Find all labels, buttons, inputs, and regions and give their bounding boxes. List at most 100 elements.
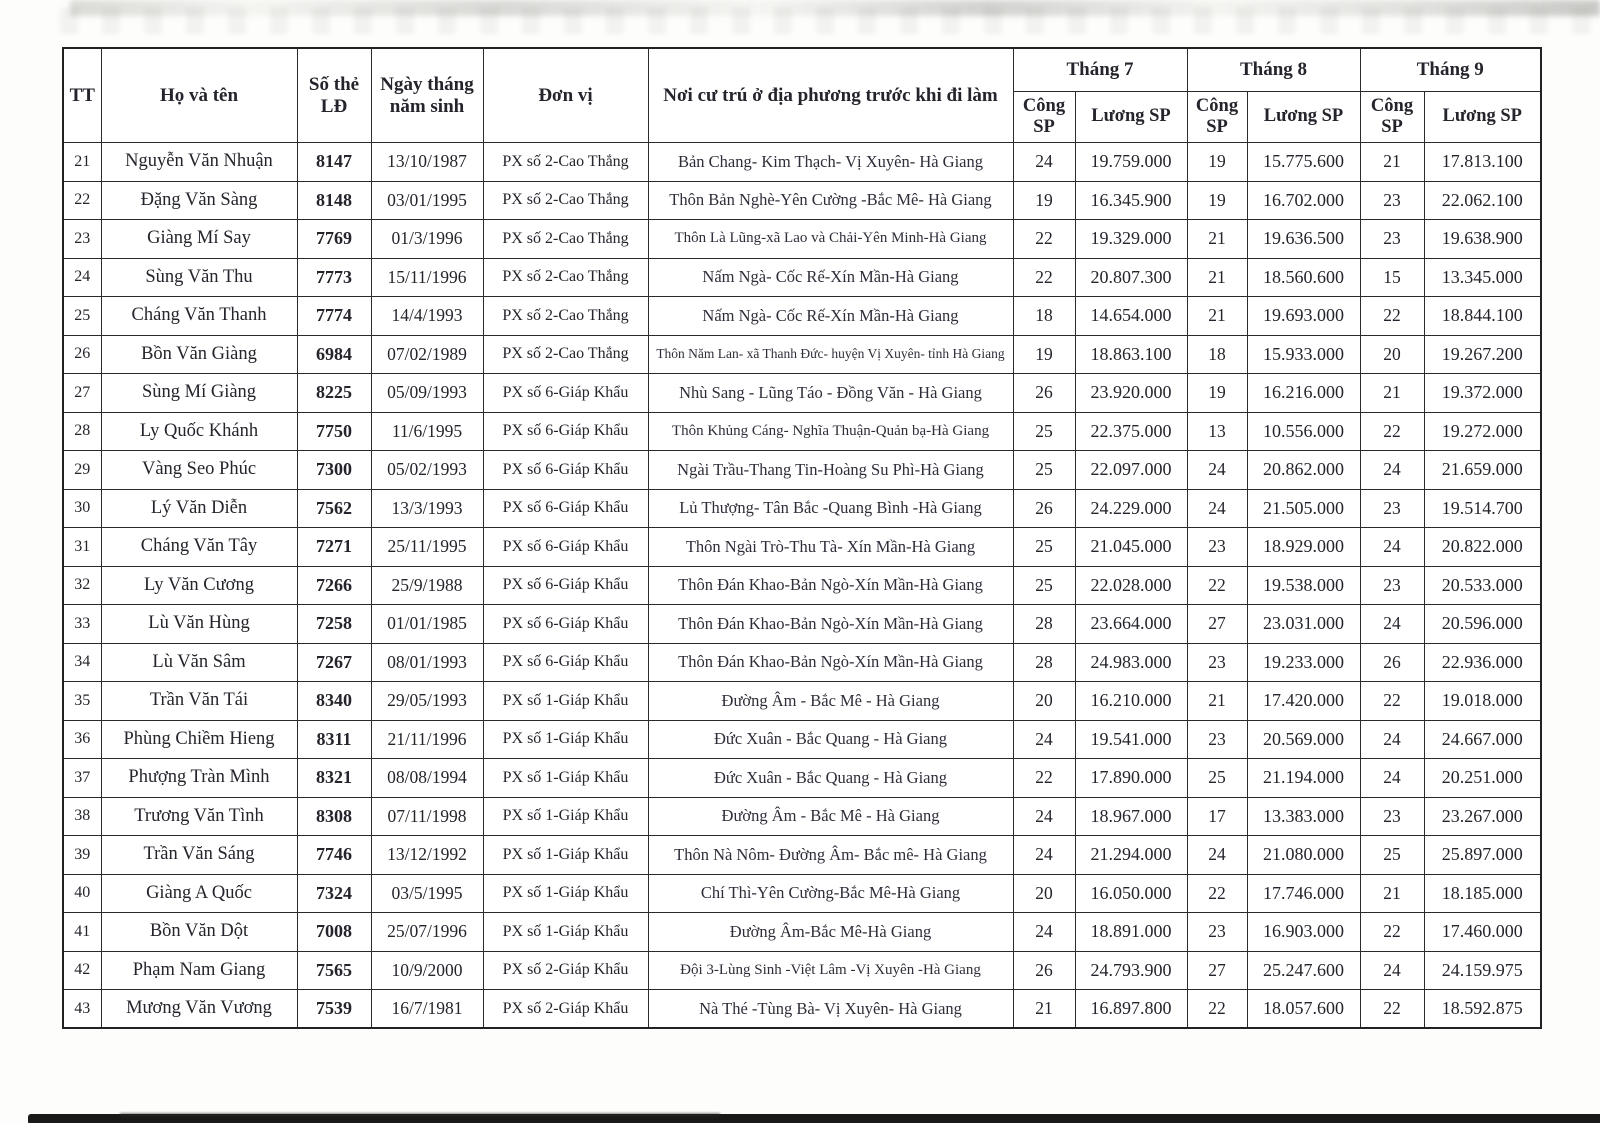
cell-month9-salary: 19.018.000 [1423, 681, 1542, 721]
cell-date-of-birth: 08/08/1994 [370, 758, 484, 798]
cell-month9-workdays: 23 [1359, 796, 1425, 836]
cell-unit: PX số 6-Giáp Khẩu [482, 450, 649, 490]
scan-smear-top [70, 0, 1600, 16]
cell-month8-salary: 13.383.000 [1246, 796, 1361, 836]
cell-month8-salary: 18.560.600 [1246, 257, 1361, 297]
cell-month7-salary: 23.664.000 [1074, 604, 1188, 644]
cell-month7-workdays: 22 [1012, 257, 1076, 297]
cell-row-number: 35 [62, 681, 102, 721]
cell-month8-workdays: 19 [1186, 142, 1248, 182]
cell-date-of-birth: 14/4/1993 [370, 296, 484, 336]
cell-residence: Thôn Khủng Cáng- Nghĩa Thuận-Quản bạ-Hà … [647, 411, 1014, 451]
header-month7: Tháng 7 [1012, 47, 1188, 92]
cell-month9-workdays: 23 [1359, 488, 1425, 528]
cell-month9-workdays: 21 [1359, 873, 1425, 913]
cell-month8-workdays: 23 [1186, 719, 1248, 759]
cell-month7-workdays: 24 [1012, 719, 1076, 759]
cell-month7-salary: 19.759.000 [1074, 142, 1188, 182]
cell-row-number: 21 [62, 142, 102, 182]
cell-row-number: 22 [62, 180, 102, 220]
cell-row-number: 41 [62, 912, 102, 952]
cell-month9-salary: 18.844.100 [1423, 296, 1542, 336]
cell-residence: Thôn Năm Lan- xã Thanh Đức- huyện Vị Xuy… [647, 334, 1014, 374]
cell-month7-salary: 24.983.000 [1074, 642, 1188, 682]
cell-month8-workdays: 22 [1186, 565, 1248, 605]
cell-full-name: Cháng Văn Tây [100, 527, 298, 567]
cell-month7-salary: 21.294.000 [1074, 835, 1188, 875]
cell-residence: Nấm Ngà- Cốc Rế-Xín Mần-Hà Giang [647, 257, 1014, 297]
cell-unit: PX số 1-Giáp Khẩu [482, 758, 649, 798]
cell-row-number: 27 [62, 373, 102, 413]
cell-month7-salary: 16.210.000 [1074, 681, 1188, 721]
cell-labor-card-number: 8308 [296, 796, 372, 836]
cell-month7-workdays: 25 [1012, 565, 1076, 605]
cell-date-of-birth: 08/01/1993 [370, 642, 484, 682]
cell-row-number: 31 [62, 527, 102, 567]
cell-labor-card-number: 7774 [296, 296, 372, 336]
cell-labor-card-number: 7562 [296, 488, 372, 528]
cell-row-number: 25 [62, 296, 102, 336]
cell-month8-salary: 10.556.000 [1246, 411, 1361, 451]
cell-month7-salary: 14.654.000 [1074, 296, 1188, 336]
cell-month7-salary: 22.097.000 [1074, 450, 1188, 490]
header-m7-cong: Công SP [1012, 91, 1076, 143]
cell-labor-card-number: 8225 [296, 373, 372, 413]
cell-date-of-birth: 29/05/1993 [370, 681, 484, 721]
table-row: 34 Lù Văn Sâm 7267 08/01/1993 PX số 6-Gi… [62, 642, 1542, 682]
cell-unit: PX số 1-Giáp Khẩu [482, 873, 649, 913]
cell-row-number: 29 [62, 450, 102, 490]
header-tt: TT [62, 47, 102, 143]
cell-full-name: Trần Văn Sáng [100, 835, 298, 875]
cell-month8-workdays: 19 [1186, 180, 1248, 220]
cell-date-of-birth: 25/07/1996 [370, 912, 484, 952]
cell-labor-card-number: 6984 [296, 334, 372, 374]
cell-full-name: Lù Văn Sâm [100, 642, 298, 682]
cell-residence: Thôn Bản Nghè-Yên Cường -Bắc Mê- Hà Gian… [647, 180, 1014, 220]
cell-month7-salary: 18.967.000 [1074, 796, 1188, 836]
cell-full-name: Lý Văn Diễn [100, 488, 298, 528]
cell-month8-salary: 19.636.500 [1246, 219, 1361, 259]
cell-month8-workdays: 21 [1186, 257, 1248, 297]
cell-unit: PX số 1-Giáp Khẩu [482, 912, 649, 952]
cell-residence: Bản Chang- Kim Thạch- Vị Xuyên- Hà Giang [647, 142, 1014, 182]
cell-month8-workdays: 24 [1186, 835, 1248, 875]
cell-date-of-birth: 25/9/1988 [370, 565, 484, 605]
cell-date-of-birth: 05/09/1993 [370, 373, 484, 413]
cell-full-name: Lù Văn Hùng [100, 604, 298, 644]
cell-full-name: Bồn Văn Giàng [100, 334, 298, 374]
cell-month9-salary: 18.592.875 [1423, 989, 1542, 1029]
cell-date-of-birth: 13/12/1992 [370, 835, 484, 875]
cell-month7-workdays: 22 [1012, 219, 1076, 259]
cell-month9-salary: 23.267.000 [1423, 796, 1542, 836]
cell-labor-card-number: 8321 [296, 758, 372, 798]
cell-month8-salary: 21.505.000 [1246, 488, 1361, 528]
cell-month8-salary: 16.903.000 [1246, 912, 1361, 952]
cell-month7-salary: 20.807.300 [1074, 257, 1188, 297]
cell-unit: PX số 6-Giáp Khẩu [482, 373, 649, 413]
cell-month8-salary: 20.862.000 [1246, 450, 1361, 490]
table-row: 37 Phượng Tràn Mình 8321 08/08/1994 PX s… [62, 758, 1542, 798]
table-row: 27 Sùng Mí Giàng 8225 05/09/1993 PX số 6… [62, 373, 1542, 413]
cell-labor-card-number: 8147 [296, 142, 372, 182]
cell-row-number: 26 [62, 334, 102, 374]
cell-month7-salary: 23.920.000 [1074, 373, 1188, 413]
cell-month7-workdays: 26 [1012, 950, 1076, 990]
cell-full-name: Phùng Chiềm Hieng [100, 719, 298, 759]
cell-month7-salary: 24.229.000 [1074, 488, 1188, 528]
cell-date-of-birth: 15/11/1996 [370, 257, 484, 297]
table-row: 26 Bồn Văn Giàng 6984 07/02/1989 PX số 2… [62, 334, 1542, 374]
cell-month7-workdays: 22 [1012, 758, 1076, 798]
cell-date-of-birth: 01/3/1996 [370, 219, 484, 259]
cell-labor-card-number: 7008 [296, 912, 372, 952]
cell-date-of-birth: 10/9/2000 [370, 950, 484, 990]
header-card: Số thẻ LĐ [296, 47, 372, 143]
cell-month8-workdays: 24 [1186, 450, 1248, 490]
cell-full-name: Giàng Mí Say [100, 219, 298, 259]
table-row: 28 Ly Quốc Khánh 7750 11/6/1995 PX số 6-… [62, 411, 1542, 451]
cell-full-name: Ly Văn Cương [100, 565, 298, 605]
cell-unit: PX số 6-Giáp Khẩu [482, 565, 649, 605]
cell-month8-salary: 19.538.000 [1246, 565, 1361, 605]
header-month9: Tháng 9 [1359, 47, 1542, 92]
cell-month7-workdays: 24 [1012, 142, 1076, 182]
